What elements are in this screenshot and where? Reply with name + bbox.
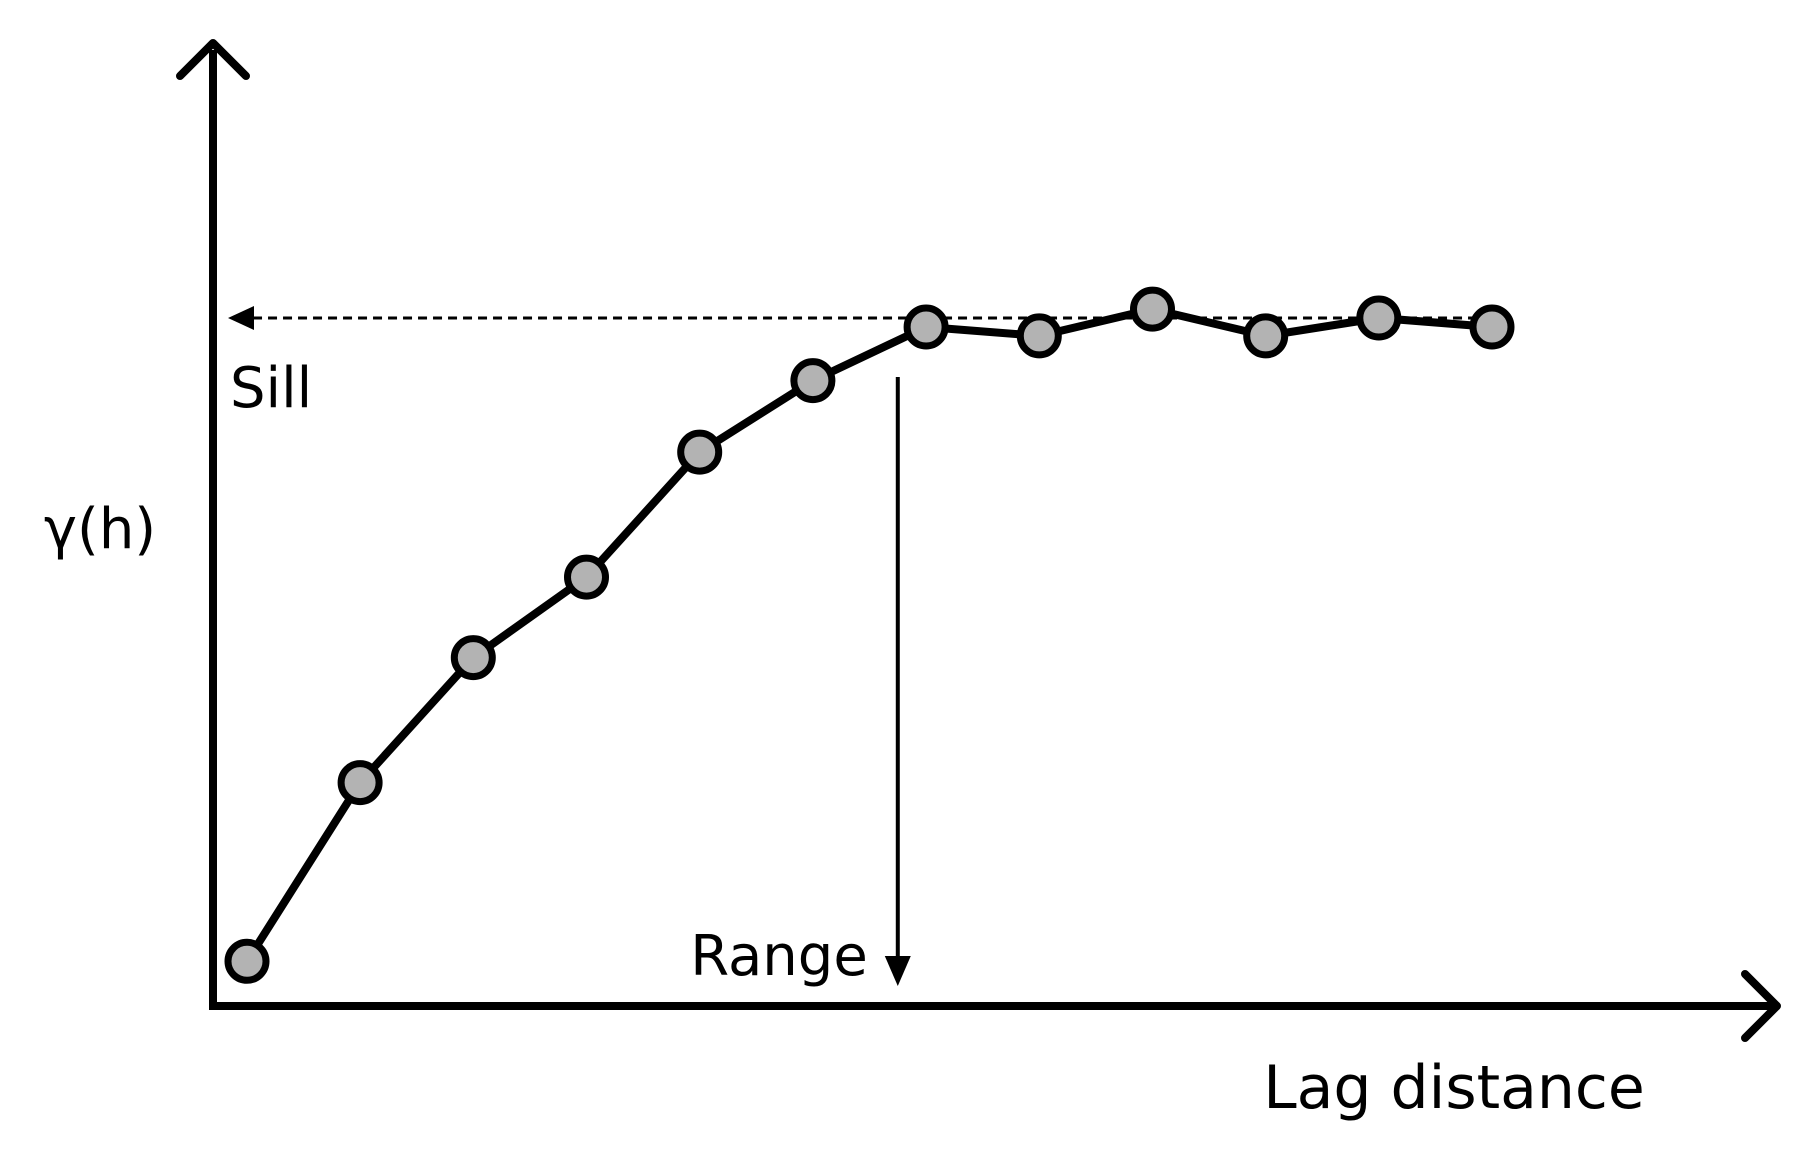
data-point — [337, 760, 383, 806]
y-axis-label: γ(h) — [44, 497, 156, 562]
data-point — [1356, 295, 1402, 341]
data-points — [224, 286, 1515, 984]
data-point — [903, 304, 949, 350]
data-point — [1469, 304, 1515, 350]
range-label: Range — [690, 924, 868, 989]
sill-arrowhead — [228, 306, 254, 331]
data-point — [224, 938, 270, 984]
sill-label: Sill — [230, 356, 312, 421]
data-point — [790, 358, 836, 404]
data-point — [1130, 286, 1175, 332]
data-point — [677, 429, 723, 475]
x-axis-label: Lag distance — [1263, 1053, 1645, 1123]
data-point — [564, 554, 609, 600]
range-arrowhead — [884, 956, 911, 986]
series-line — [243, 305, 1493, 964]
data-point — [1016, 313, 1062, 359]
data-point — [450, 635, 496, 681]
y-axis-arrowhead — [176, 39, 250, 80]
data-point — [1243, 313, 1289, 359]
x-axis-arrowhead — [1741, 970, 1781, 1042]
